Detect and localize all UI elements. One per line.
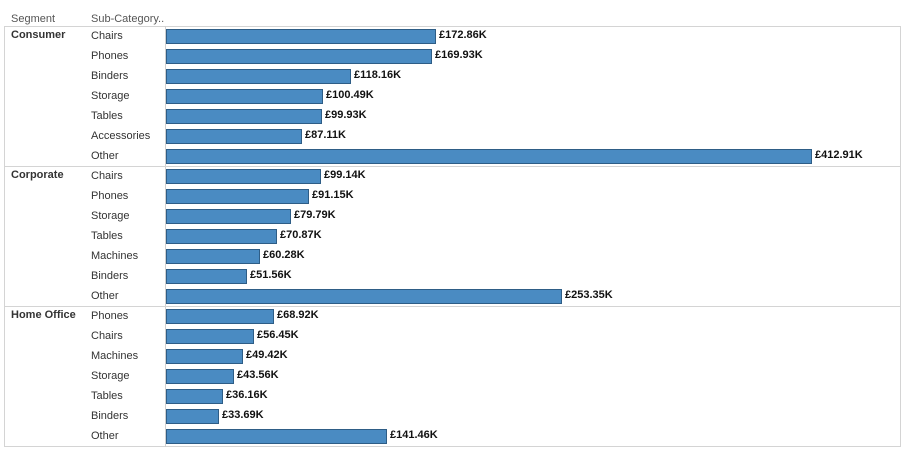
segment-label: Consumer — [11, 29, 66, 41]
sub-category-label: Storage — [91, 90, 130, 102]
sub-category-label: Tables — [91, 390, 123, 402]
bar[interactable] — [166, 69, 351, 84]
bar[interactable] — [166, 109, 322, 124]
bar-value-label: £56.45K — [257, 329, 299, 341]
sub-category-label: Machines — [91, 350, 139, 362]
bar-value-label: £99.93K — [325, 109, 367, 121]
bar-value-label: £43.56K — [237, 369, 279, 381]
bar[interactable] — [166, 49, 432, 64]
sub-category-label: Phones — [91, 50, 129, 62]
bar[interactable] — [166, 29, 436, 44]
sub-category-column-header[interactable]: Sub-Category.. — [91, 13, 165, 25]
bar-value-label: £79.79K — [294, 209, 336, 221]
sub-category-label: Other — [91, 290, 119, 302]
segment-label: Corporate — [11, 169, 64, 181]
segment-separator — [4, 166, 901, 167]
bar-value-label: £70.87K — [280, 229, 322, 241]
bar-value-label: £51.56K — [250, 269, 292, 281]
sub-category-label: Chairs — [91, 330, 123, 342]
bar-value-label: £60.28K — [263, 249, 305, 261]
bar-value-label: £169.93K — [435, 49, 483, 61]
bar[interactable] — [166, 409, 219, 424]
sub-category-label: Tables — [91, 230, 123, 242]
bar-value-label: £68.92K — [277, 309, 319, 321]
sub-category-label: Chairs — [91, 30, 123, 42]
segment-separator — [4, 306, 901, 307]
bar[interactable] — [166, 289, 562, 304]
sub-category-label: Binders — [91, 270, 129, 282]
bar-value-label: £99.14K — [324, 169, 366, 181]
segment-label: Home Office — [11, 309, 76, 321]
bar-value-label: £33.69K — [222, 409, 264, 421]
bar[interactable] — [166, 189, 309, 204]
bar[interactable] — [166, 169, 321, 184]
sub-category-label: Chairs — [91, 170, 123, 182]
bar-value-label: £49.42K — [246, 349, 288, 361]
bar[interactable] — [166, 309, 274, 324]
chart-frame — [4, 26, 901, 447]
sub-category-label: Storage — [91, 370, 130, 382]
bar[interactable] — [166, 269, 247, 284]
bar[interactable] — [166, 249, 260, 264]
segment-column-header: Segment — [11, 13, 56, 25]
sub-category-label: Binders — [91, 70, 129, 82]
sub-category-label: Phones — [91, 190, 129, 202]
bar-value-label: £100.49K — [326, 89, 374, 101]
axis-line — [165, 26, 166, 447]
sub-category-label: Accessories — [91, 130, 151, 142]
bar[interactable] — [166, 149, 812, 164]
bar-value-label: £36.16K — [226, 389, 268, 401]
bar-value-label: £412.91K — [815, 149, 863, 161]
bar[interactable] — [166, 329, 254, 344]
sub-category-label: Binders — [91, 410, 129, 422]
sub-category-label: Tables — [91, 110, 123, 122]
bar-value-label: £118.16K — [354, 69, 402, 81]
bar-value-label: £91.15K — [312, 189, 354, 201]
bar[interactable] — [166, 389, 223, 404]
bar-value-label: £172.86K — [439, 29, 487, 41]
sub-category-label: Other — [91, 150, 119, 162]
sub-category-label: Other — [91, 430, 119, 442]
bar[interactable] — [166, 209, 291, 224]
bar-value-label: £87.11K — [305, 129, 346, 141]
bar[interactable] — [166, 89, 323, 104]
sub-category-label: Storage — [91, 210, 130, 222]
bar[interactable] — [166, 229, 277, 244]
sub-category-label: Phones — [91, 310, 129, 322]
bar-value-label: £141.46K — [390, 429, 438, 441]
bar[interactable] — [166, 429, 387, 444]
bar[interactable] — [166, 129, 302, 144]
bar[interactable] — [166, 369, 234, 384]
bar-value-label: £253.35K — [565, 289, 613, 301]
bar[interactable] — [166, 349, 243, 364]
sub-category-label: Machines — [91, 250, 139, 262]
